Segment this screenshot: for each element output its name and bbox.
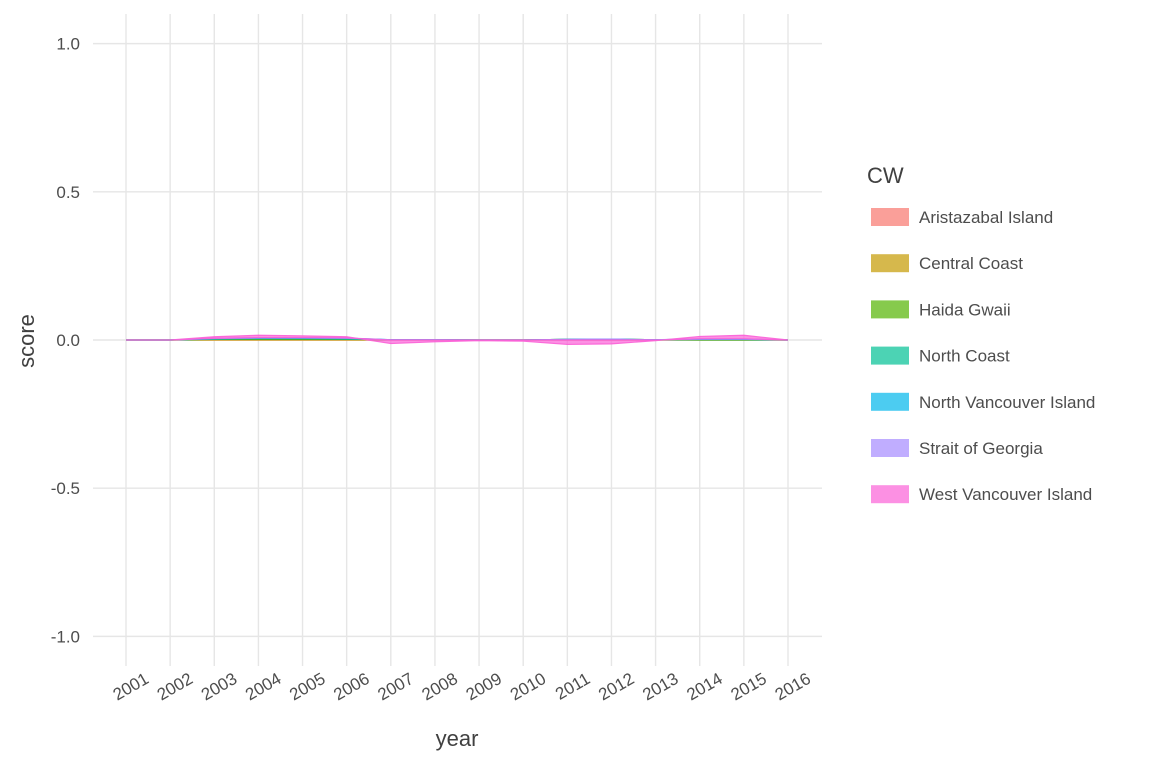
legend-swatch <box>871 393 909 411</box>
x-tick-label: 2006 <box>330 669 372 704</box>
x-tick-label: 2003 <box>198 669 240 704</box>
x-tick-label: 2012 <box>595 669 637 704</box>
x-tick-label: 2004 <box>242 669 284 704</box>
x-tick-label: 2007 <box>375 669 417 704</box>
x-tick-label: 2015 <box>728 669 770 704</box>
legend-label: West Vancouver Island <box>919 485 1092 504</box>
x-tick-label: 2011 <box>552 669 593 704</box>
legend-swatch <box>871 347 909 365</box>
x-axis-title: year <box>436 726 479 751</box>
y-tick-label: -0.5 <box>51 479 80 498</box>
x-tick-label: 2016 <box>772 669 814 704</box>
legend-swatch <box>871 254 909 272</box>
legend-swatch <box>871 485 909 503</box>
legend-swatch <box>871 439 909 457</box>
x-tick-label: 2005 <box>286 669 328 704</box>
legend-label: Aristazabal Island <box>919 208 1053 227</box>
legend-items: Aristazabal Island Central Coast Haida Gwa… <box>871 208 1095 504</box>
x-tick-label: 2013 <box>639 669 681 704</box>
legend-swatch <box>871 300 909 318</box>
legend-title: CW <box>867 163 904 188</box>
x-tick-label: 2010 <box>507 669 549 704</box>
y-tick-label: -1.0 <box>51 627 80 646</box>
legend-label: Central Coast <box>919 254 1023 273</box>
y-axis-title: score <box>14 314 39 368</box>
y-tick-label: 0.0 <box>56 331 80 350</box>
legend-label: Strait of Georgia <box>919 439 1043 458</box>
y-axis-ticks: -1.0 -0.5 0.0 0.5 1.0 <box>51 35 80 647</box>
x-tick-label: 2014 <box>683 669 725 704</box>
x-tick-label: 2008 <box>419 669 461 704</box>
legend-label: Haida Gwaii <box>919 300 1011 319</box>
y-tick-label: 1.0 <box>56 35 80 54</box>
legend-label: North Vancouver Island <box>919 393 1095 412</box>
y-tick-label: 0.5 <box>56 183 80 202</box>
legend: CW Aristazabal Island Central Coast Haida … <box>867 163 1095 504</box>
area-series <box>126 335 788 344</box>
x-tick-label: 2009 <box>463 669 505 704</box>
legend-label: North Coast <box>919 347 1010 366</box>
x-tick-label: 2002 <box>154 669 196 704</box>
x-tick-label: 2001 <box>110 669 152 704</box>
x-axis-ticks: 2001 2002 2003 2004 2005 2006 2007 2008 2009 2010… <box>110 669 814 704</box>
legend-swatch <box>871 208 909 226</box>
